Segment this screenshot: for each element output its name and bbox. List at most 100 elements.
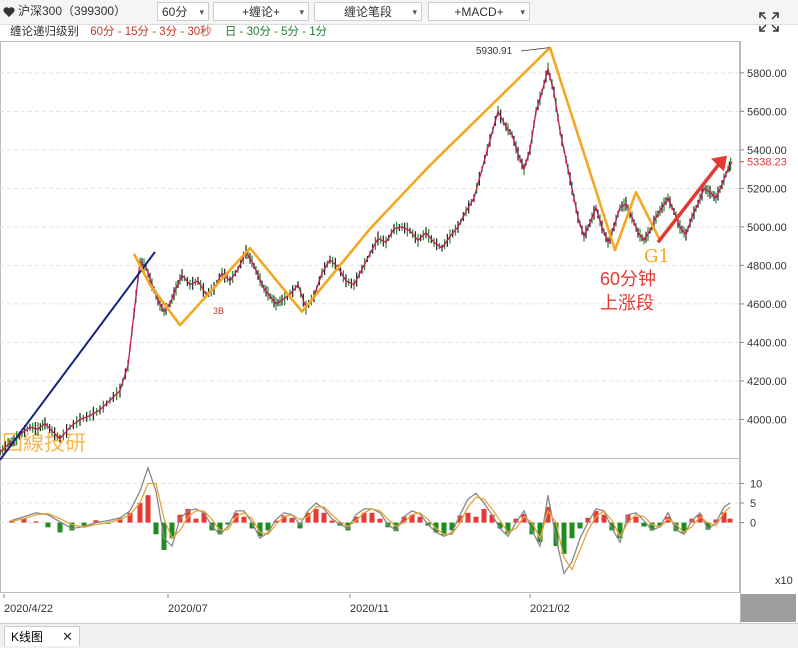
macd-bar — [649, 522, 655, 531]
watermark-text: 回線技研 — [2, 432, 86, 455]
macd-bar — [417, 516, 423, 523]
macd-bar — [673, 522, 679, 532]
favorite-button[interactable] — [3, 2, 17, 21]
macd-bar — [305, 512, 311, 523]
macd-bar — [641, 522, 647, 527]
macd-bar — [473, 516, 479, 523]
macd-bar — [633, 516, 639, 523]
fullscreen-button[interactable] — [757, 10, 781, 34]
recursion-level-bar: 缠论递归级别 60分 - 15分 - 3分 - 30秒 日 - 30分 - 5分… — [0, 24, 740, 40]
expand-icon — [759, 12, 779, 32]
macd-bar — [185, 508, 191, 523]
macd-bar — [441, 522, 447, 536]
macd-bar — [727, 518, 733, 523]
macd-bar — [57, 522, 63, 533]
macd-bar — [513, 518, 519, 523]
macd-bar — [217, 522, 223, 535]
macd-bar — [369, 512, 375, 523]
macd-bar — [145, 495, 151, 523]
chanlun-bi-select[interactable]: 缠论笔段 ▾ — [314, 2, 422, 21]
macd-unit-label: x10 — [775, 575, 793, 587]
level-label: 缠论递归级别 — [10, 26, 79, 38]
macd-bar — [137, 503, 143, 523]
level-group-daily: 日 - 30分 - 5分 - 1分 — [224, 26, 328, 38]
level-group-intraday: 60分 - 15分 - 3分 - 30秒 — [90, 26, 212, 38]
tab-bar: K线图 ✕ — [0, 623, 798, 648]
macd-bar — [561, 522, 567, 554]
period-select[interactable]: 60分 ▾ — [157, 2, 209, 21]
bi-segment-orange — [132, 46, 662, 327]
macd-bar — [201, 512, 207, 523]
last-price-label: 5338.23 — [747, 157, 787, 169]
kline-chart[interactable]: 4000.00 4200.00 4400.00 4600.00 4800.00 5000.… — [0, 0, 798, 623]
macd-bar — [497, 522, 503, 529]
time-tick-label: 2021/02 — [530, 603, 570, 615]
label-3b: 3B — [213, 306, 224, 316]
macd-bar — [193, 518, 199, 523]
tab-kline[interactable]: K线图 ✕ — [4, 626, 80, 646]
macd-bar — [713, 519, 719, 523]
trend-segment-navy — [0, 251, 156, 461]
macd-bar — [45, 522, 51, 528]
chanlun-plus-select[interactable]: +缠论+ ▾ — [213, 2, 309, 21]
uptrend-arrow-head — [711, 155, 727, 172]
macd-bar — [681, 522, 687, 533]
chanlun-plus-label: +缠论+ — [241, 5, 281, 19]
macd-bar — [705, 522, 711, 530]
macd-bar — [465, 512, 471, 523]
macd-bar — [321, 512, 327, 523]
macd-bar — [625, 514, 631, 523]
macd-bar — [577, 522, 583, 529]
price-tick-label: 4600.00 — [747, 299, 787, 311]
macd-bar — [481, 508, 487, 523]
macd-bar — [69, 522, 75, 531]
macd-bar — [93, 520, 99, 523]
macd-bar — [361, 512, 367, 523]
macd-bar — [569, 522, 575, 539]
macd-bar — [553, 522, 559, 547]
macd-bar — [249, 522, 255, 529]
price-line — [0, 66, 733, 453]
axis-corner-block — [741, 594, 796, 622]
price-tick-label: 5200.00 — [747, 183, 787, 195]
macd-bar — [353, 516, 359, 523]
macd-plus-select[interactable]: +MACD+ ▾ — [428, 2, 530, 21]
chevron-down-icon: ▾ — [199, 7, 204, 17]
macd-bar — [617, 522, 623, 539]
macd-bar — [329, 520, 335, 523]
chanlun-bi-label: 缠论笔段 — [343, 5, 392, 19]
macd-bar — [585, 517, 591, 523]
chevron-down-icon: ▾ — [299, 7, 304, 17]
close-icon[interactable]: ✕ — [62, 629, 73, 644]
chevron-down-icon: ▾ — [520, 7, 525, 17]
macd-bar — [537, 522, 543, 543]
macd-bar — [257, 522, 263, 537]
label-up-segment: 上涨段 — [600, 293, 654, 313]
macd-bar — [313, 508, 319, 523]
macd-dif-line — [11, 465, 731, 576]
toolbar: 沪深300（399300） 60分 ▾ +缠论+ ▾ 缠论笔段 ▾ +MACD+… — [0, 0, 798, 25]
label-60min: 60分钟 — [600, 269, 656, 289]
macd-bar — [409, 514, 415, 523]
chevron-down-icon: ▾ — [412, 7, 417, 17]
symbol-title: 沪深300（399300） — [18, 4, 127, 18]
macd-tick-label: 5 — [750, 498, 756, 510]
macd-tick-label: 10 — [750, 478, 762, 490]
macd-bar — [601, 514, 607, 523]
heart-icon — [3, 7, 15, 17]
macd-bar — [117, 517, 123, 523]
macd-bar — [377, 518, 383, 523]
macd-bar — [81, 522, 87, 526]
time-tick-label: 2020/11 — [350, 603, 389, 615]
macd-bar — [457, 515, 463, 523]
price-tick-label: 4200.00 — [747, 376, 787, 388]
macd-tick-label: 0 — [750, 518, 756, 530]
macd-bar — [169, 522, 175, 539]
macd-bar — [657, 522, 663, 526]
macd-bar — [697, 514, 703, 523]
price-tick-label: 5800.00 — [747, 68, 787, 80]
macd-bar — [225, 522, 231, 525]
macd-plus-label: +MACD+ — [454, 5, 504, 19]
macd-bar — [289, 517, 295, 523]
macd-bar — [401, 516, 407, 523]
